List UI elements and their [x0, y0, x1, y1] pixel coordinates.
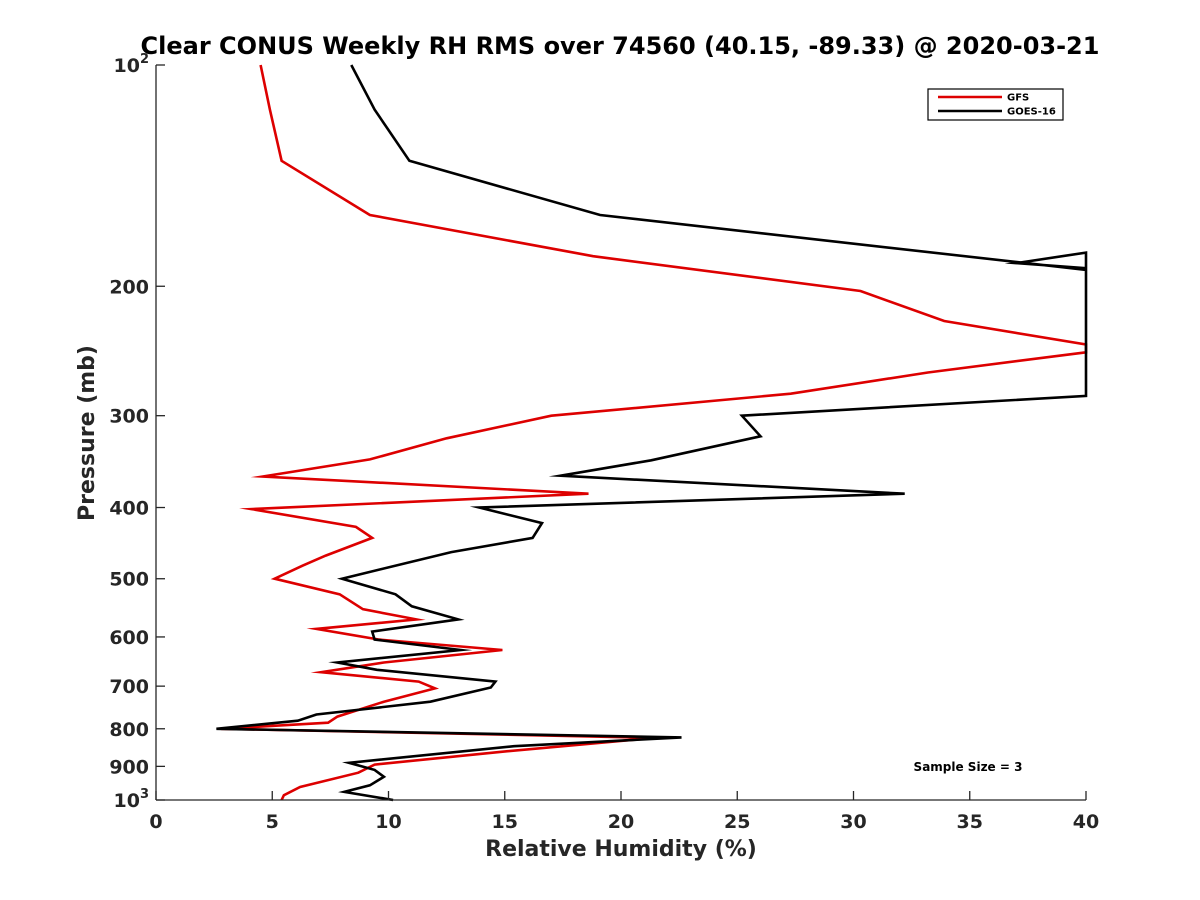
plot-area: 0 5 10 15 20 25 30 35 40 102 200 300 400 500 600 700 80…	[109, 52, 1099, 833]
y-tick-label: 300	[109, 406, 149, 428]
sample-size-annotation: Sample Size = 3	[914, 760, 1023, 774]
x-tick-label: 20	[608, 811, 634, 833]
y-tick-label: 103	[114, 787, 150, 812]
y-tick-label: 900	[109, 756, 149, 778]
x-tick-label: 25	[724, 811, 750, 833]
series-layer	[216, 64, 1088, 802]
legend-box	[927, 88, 1064, 121]
y-axis-ticks: 102 200 300 400 500 600 700 800 900 103	[109, 52, 165, 812]
y-tick-label: 600	[109, 627, 149, 649]
y-axis-label: Pressure (mb)	[75, 345, 100, 521]
x-tick-label: 30	[840, 811, 866, 833]
x-tick-label: 10	[375, 811, 401, 833]
y-tick-label: 500	[109, 569, 149, 591]
series-line-goes-16	[216, 64, 1088, 802]
legend-label-goes16: GOES-16	[1007, 107, 1056, 118]
x-tick-label: 5	[266, 811, 279, 833]
chart-title: Clear CONUS Weekly RH RMS over 74560 (40…	[141, 32, 1100, 60]
y-tick-label: 200	[109, 276, 149, 298]
plot-background	[156, 65, 1086, 800]
legend: GFS GOES-16	[927, 88, 1064, 121]
y-tick-label: 700	[109, 676, 149, 698]
x-axis-ticks: 0 5 10 15 20 25 30 35 40	[149, 791, 1099, 833]
y-tick-label: 102	[114, 52, 150, 77]
x-tick-label: 35	[957, 811, 983, 833]
y-tick-label: 400	[109, 498, 149, 520]
y-tick-label: 800	[109, 719, 149, 741]
x-tick-label: 0	[149, 811, 162, 833]
x-axis-label: Relative Humidity (%)	[485, 837, 757, 862]
x-tick-label: 15	[492, 811, 518, 833]
x-tick-label: 40	[1073, 811, 1099, 833]
legend-label-gfs: GFS	[1007, 93, 1029, 104]
